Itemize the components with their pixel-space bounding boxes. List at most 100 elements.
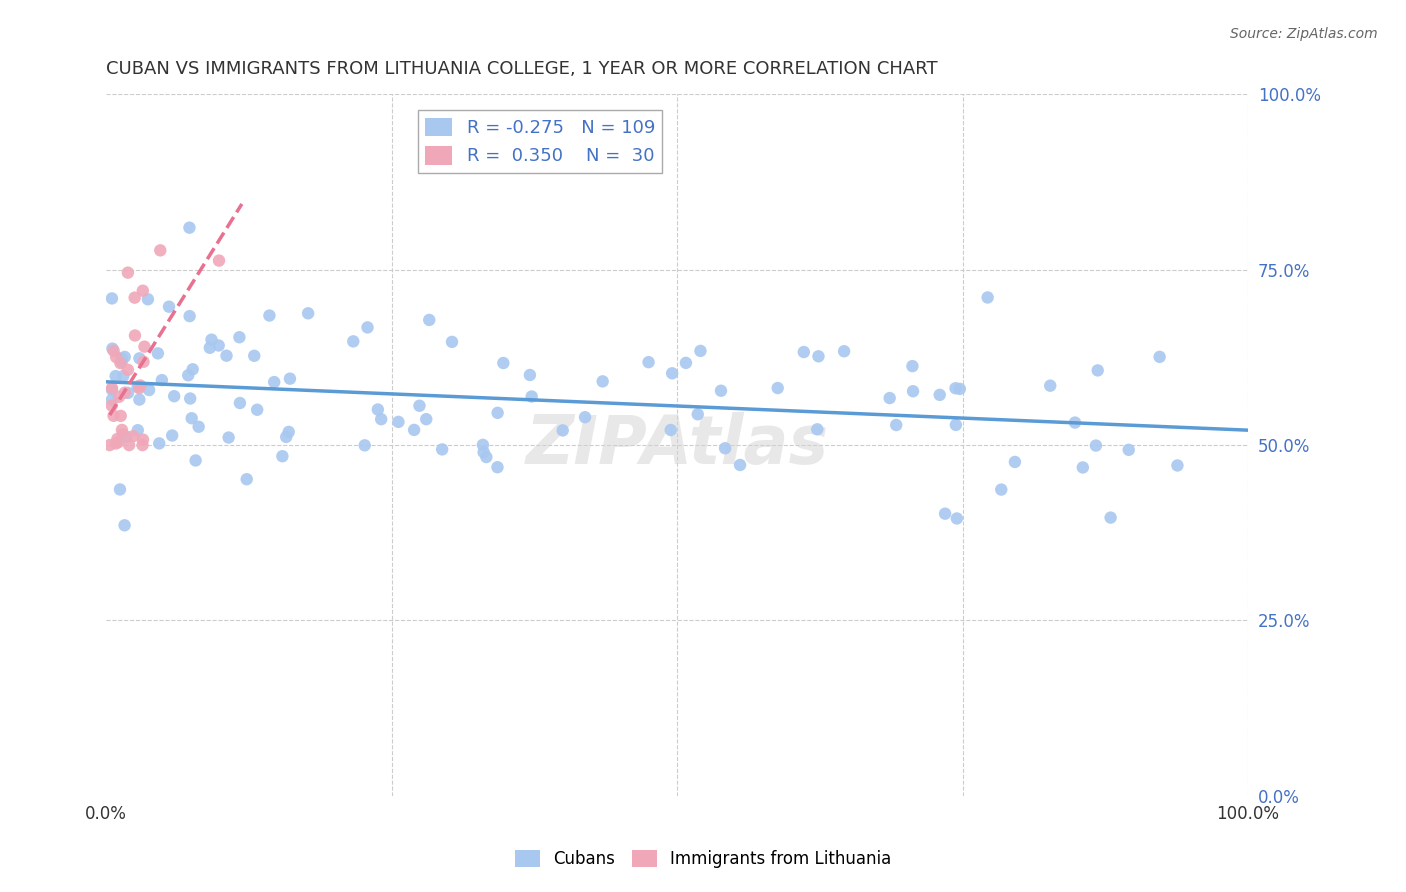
Point: [259, 309, 281, 323]
Point: [686, 407, 709, 421]
Point: [728, 458, 751, 472]
Point: [832, 344, 855, 359]
Point: [128, 381, 150, 395]
Point: [637, 355, 659, 369]
Point: [710, 384, 733, 398]
Point: [492, 356, 515, 370]
Point: [418, 313, 440, 327]
Point: [127, 379, 149, 393]
Point: [472, 445, 495, 459]
Point: [404, 423, 426, 437]
Point: [218, 431, 240, 445]
Legend: Cubans, Immigrants from Lithuania: Cubans, Immigrants from Lithuania: [508, 843, 898, 875]
Point: [117, 363, 139, 377]
Point: [806, 422, 828, 436]
Text: ZIPAtlas: ZIPAtlas: [526, 412, 828, 478]
Point: [132, 355, 155, 369]
Point: [208, 253, 231, 268]
Point: [766, 381, 789, 395]
Point: [132, 433, 155, 447]
Point: [276, 430, 298, 444]
Point: [105, 432, 128, 446]
Point: [136, 292, 159, 306]
Point: [356, 320, 378, 334]
Point: [342, 334, 364, 349]
Point: [103, 409, 125, 423]
Point: [884, 417, 907, 432]
Point: [1084, 439, 1107, 453]
Point: [187, 419, 209, 434]
Point: [138, 383, 160, 397]
Point: [271, 449, 294, 463]
Point: [111, 427, 134, 442]
Point: [124, 291, 146, 305]
Point: [440, 334, 463, 349]
Point: [946, 511, 969, 525]
Point: [370, 412, 392, 426]
Point: [157, 300, 180, 314]
Point: [551, 424, 574, 438]
Point: [179, 309, 201, 323]
Point: [661, 366, 683, 380]
Point: [475, 450, 498, 464]
Point: [1071, 460, 1094, 475]
Point: [149, 244, 172, 258]
Point: [949, 382, 972, 396]
Point: [114, 350, 136, 364]
Point: [163, 389, 186, 403]
Point: [574, 410, 596, 425]
Point: [118, 438, 141, 452]
Point: [235, 472, 257, 486]
Point: [111, 354, 134, 368]
Point: [128, 392, 150, 407]
Point: [115, 430, 138, 444]
Point: [387, 415, 409, 429]
Point: [520, 390, 543, 404]
Point: [108, 483, 131, 497]
Point: [714, 442, 737, 456]
Point: [945, 381, 967, 395]
Point: [101, 342, 124, 356]
Point: [1087, 363, 1109, 377]
Point: [111, 351, 134, 366]
Point: [177, 368, 200, 383]
Point: [101, 381, 124, 395]
Point: [430, 442, 453, 457]
Point: [659, 423, 682, 437]
Point: [278, 372, 301, 386]
Point: [101, 392, 124, 407]
Point: [180, 411, 202, 425]
Point: [184, 453, 207, 467]
Point: [1099, 510, 1122, 524]
Point: [112, 369, 135, 384]
Point: [229, 396, 252, 410]
Point: [1118, 442, 1140, 457]
Point: [879, 391, 901, 405]
Point: [124, 328, 146, 343]
Point: [198, 341, 221, 355]
Point: [148, 436, 170, 450]
Point: [110, 356, 132, 370]
Point: [100, 399, 122, 413]
Point: [367, 402, 389, 417]
Point: [200, 333, 222, 347]
Point: [1166, 458, 1188, 473]
Text: Source: ZipAtlas.com: Source: ZipAtlas.com: [1230, 27, 1378, 41]
Point: [104, 369, 127, 384]
Point: [129, 378, 152, 392]
Point: [150, 373, 173, 387]
Point: [110, 409, 132, 423]
Point: [277, 425, 299, 439]
Point: [105, 350, 128, 364]
Point: [179, 220, 201, 235]
Point: [104, 436, 127, 450]
Point: [132, 284, 155, 298]
Point: [246, 402, 269, 417]
Text: CUBAN VS IMMIGRANTS FROM LITHUANIA COLLEGE, 1 YEAR OR MORE CORRELATION CHART: CUBAN VS IMMIGRANTS FROM LITHUANIA COLLE…: [107, 60, 938, 78]
Point: [122, 429, 145, 443]
Point: [675, 356, 697, 370]
Point: [807, 349, 830, 363]
Point: [486, 406, 509, 420]
Point: [263, 375, 285, 389]
Point: [1004, 455, 1026, 469]
